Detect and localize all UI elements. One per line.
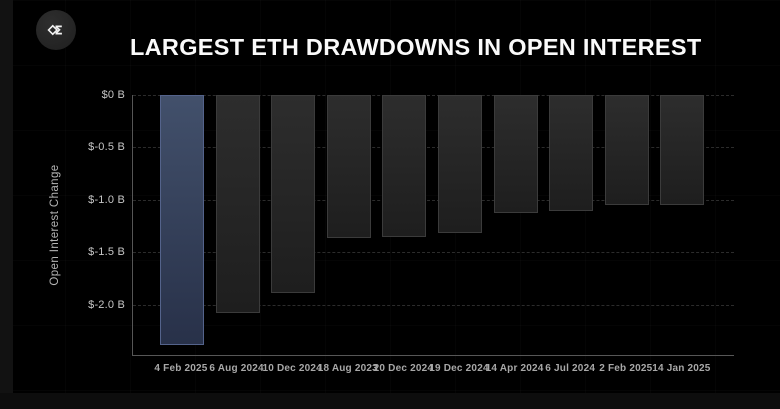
y-tick-label: $-1.0 B — [88, 193, 125, 206]
gridline — [133, 304, 734, 306]
page-title: LARGEST ETH DRAWDOWNS IN OPEN INTEREST — [130, 33, 702, 60]
bottom-edge-strip — [0, 393, 780, 409]
y-tick-label: $-0.5 B — [88, 141, 125, 154]
x-tick-label: 2 Feb 2025 — [599, 363, 653, 374]
x-tick-label: 10 Dec 2024 — [262, 363, 322, 374]
sigma-diamond-icon: Σ — [43, 17, 69, 43]
bar[interactable] — [215, 95, 260, 314]
bar[interactable] — [271, 95, 316, 294]
bar[interactable] — [438, 95, 482, 234]
gridline — [133, 252, 734, 254]
y-axis-label: Open Interest Change — [49, 164, 61, 286]
svg-text:Σ: Σ — [54, 23, 62, 37]
x-tick-label: 19 Dec 2024 — [429, 363, 489, 374]
bar[interactable] — [160, 95, 204, 345]
y-tick-label: $0 B — [101, 89, 125, 101]
x-tick-label: 14 Apr 2024 — [485, 363, 544, 374]
bar[interactable] — [604, 95, 649, 206]
brand-logo[interactable]: Σ — [36, 10, 76, 50]
gridline — [133, 147, 734, 149]
bar[interactable] — [326, 95, 371, 238]
bar[interactable] — [382, 95, 427, 237]
x-tick-label: 6 Jul 2024 — [545, 363, 596, 374]
gridline — [133, 199, 734, 201]
x-tick-label: 6 Aug 2024 — [209, 363, 264, 374]
bar[interactable] — [493, 95, 538, 214]
x-tick-label: 20 Dec 2024 — [373, 363, 434, 374]
x-tick-label: 18 Aug 2023 — [317, 363, 378, 374]
plot-area — [132, 95, 734, 356]
bar[interactable] — [549, 95, 594, 212]
left-edge-strip — [0, 0, 13, 409]
y-tick-label: $-2.0 B — [88, 298, 125, 311]
bar[interactable] — [660, 95, 705, 206]
x-tick-label: 4 Feb 2025 — [154, 363, 208, 374]
x-tick-label: 14 Jan 2025 — [652, 363, 711, 374]
y-tick-label: $-1.5 B — [88, 246, 125, 259]
gridline — [133, 95, 734, 96]
